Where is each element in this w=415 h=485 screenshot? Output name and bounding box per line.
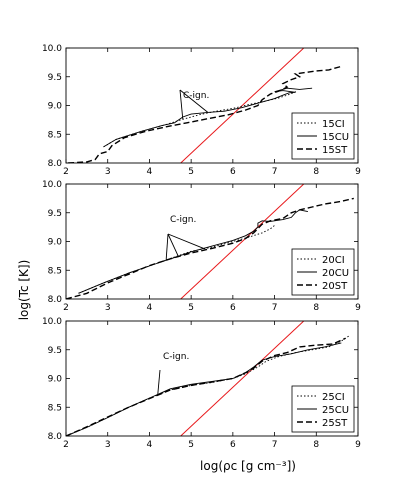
series-line-15CI xyxy=(103,90,298,148)
legend-label: 25ST xyxy=(322,418,348,429)
legend-label: 20CI xyxy=(322,255,345,266)
y-tick-label: 8.5 xyxy=(48,266,62,276)
reference-line xyxy=(180,321,305,436)
reference-line xyxy=(180,48,305,163)
x-tick-label: 4 xyxy=(147,440,153,450)
y-tick-label: 9.5 xyxy=(48,346,62,356)
y-tick-label: 8.5 xyxy=(48,403,62,413)
x-tick-label: 5 xyxy=(188,440,194,450)
annotation-arrow xyxy=(167,233,204,249)
y-tick-label: 10.0 xyxy=(42,180,62,190)
legend-label: 25CI xyxy=(322,392,345,403)
y-tick-label: 8.0 xyxy=(48,295,63,305)
x-tick-label: 2 xyxy=(63,167,69,177)
series-line-20ST xyxy=(66,197,354,299)
x-tick-label: 7 xyxy=(272,303,278,313)
panel-3: 2 3 4 5 6 7 8 9 8.0 8.5 9.0 9.5 10.0 C-ign. 25CI 25CU 25… xyxy=(42,317,361,450)
panel-2: 2 3 4 5 6 7 8 9 8.0 8.5 9.0 9.5 10.0 C-ign. 20CI 20CU 20… xyxy=(42,180,361,313)
annotation-arrow xyxy=(179,89,209,113)
annotation-label: C-ign. xyxy=(163,352,189,362)
x-tick-label: 5 xyxy=(188,167,194,177)
annotation-label: C-ign. xyxy=(170,215,196,225)
legend-label: 15ST xyxy=(322,145,348,156)
annotation-arrow xyxy=(165,233,169,261)
x-tick-label: 9 xyxy=(355,440,361,450)
legend-label: 20CU xyxy=(322,268,349,279)
x-tick-label: 4 xyxy=(147,167,153,177)
x-tick-label: 6 xyxy=(230,167,236,177)
plot-frame xyxy=(65,47,359,164)
annotation-arrow xyxy=(179,89,184,120)
reference-line xyxy=(180,184,305,299)
x-tick-label: 2 xyxy=(63,303,69,313)
legend-label: 20ST xyxy=(322,281,348,292)
y-tick-label: 8.0 xyxy=(48,432,63,442)
legend-label: 15CI xyxy=(322,119,345,130)
y-tick-label: 10.0 xyxy=(42,317,62,327)
y-tick-label: 8.5 xyxy=(48,130,62,140)
x-tick-label: 3 xyxy=(105,303,111,313)
y-tick-label: 9.0 xyxy=(48,375,63,385)
y-tick-label: 9.5 xyxy=(48,209,62,219)
x-tick-label: 9 xyxy=(355,303,361,313)
x-tick-label: 3 xyxy=(105,167,111,177)
annotation-label: C-ign. xyxy=(183,91,209,101)
y-tick-label: 8.0 xyxy=(48,159,63,169)
legend-label: 25CU xyxy=(322,405,349,416)
y-tick-label: 9.0 xyxy=(48,102,63,112)
x-tick-label: 7 xyxy=(272,440,278,450)
x-tick-label: 2 xyxy=(63,440,69,450)
x-tick-label: 3 xyxy=(105,440,111,450)
legend-label: 15CU xyxy=(322,132,349,143)
panel-1: 2 3 4 5 6 7 8 9 8.0 8.5 9.0 9.5 10.0 C-ign. 15CI 15CU 15… xyxy=(42,44,361,177)
x-tick-label: 4 xyxy=(147,303,153,313)
x-tick-label: 6 xyxy=(230,440,236,450)
y-tick-label: 10.0 xyxy=(42,44,62,54)
x-axis-label: log(ρc [g cm⁻³]) xyxy=(200,459,296,473)
plot-frame xyxy=(65,183,359,300)
x-tick-label: 5 xyxy=(188,303,194,313)
x-tick-label: 6 xyxy=(230,303,236,313)
y-axis-label: log(Tc [K]) xyxy=(17,260,31,321)
y-tick-label: 9.5 xyxy=(48,73,62,83)
y-tick-label: 9.0 xyxy=(48,238,63,248)
series-line-25ST xyxy=(66,337,346,436)
series-line-25CU xyxy=(66,342,342,436)
x-tick-label: 8 xyxy=(313,440,319,450)
x-tick-label: 8 xyxy=(313,167,319,177)
x-tick-label: 8 xyxy=(313,303,319,313)
x-tick-label: 9 xyxy=(355,167,361,177)
annotation-arrow xyxy=(157,369,161,395)
series-line-15ST xyxy=(68,65,342,163)
x-tick-label: 7 xyxy=(272,167,278,177)
plot-frame xyxy=(65,320,359,437)
annotation-arrow xyxy=(167,233,180,258)
